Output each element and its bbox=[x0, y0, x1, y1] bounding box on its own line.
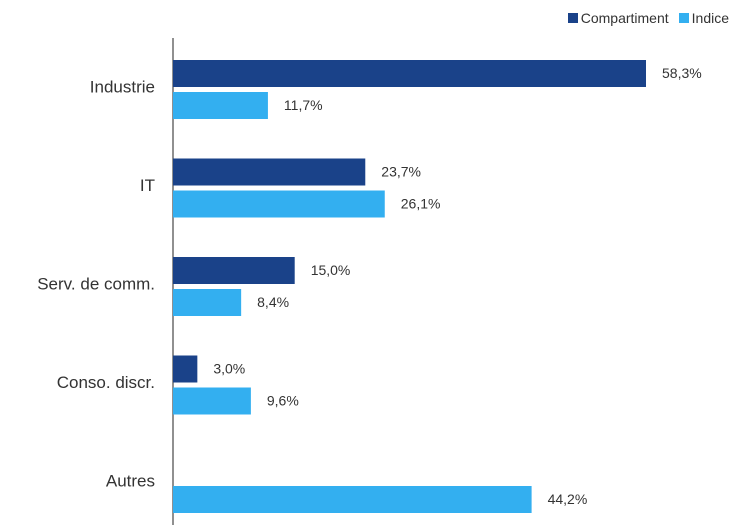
data-label: 8,4% bbox=[257, 294, 289, 310]
bar bbox=[173, 387, 251, 415]
bar bbox=[173, 486, 532, 513]
data-label: 11,7% bbox=[284, 97, 323, 113]
data-label: 44,2% bbox=[548, 491, 588, 507]
bar bbox=[173, 92, 268, 119]
bar bbox=[173, 60, 646, 87]
category-label: Industrie bbox=[90, 77, 155, 96]
legend-label-compartiment: Compartiment bbox=[580, 10, 669, 26]
category-label: Autres bbox=[106, 471, 155, 490]
legend: Compartiment Indice bbox=[567, 10, 729, 26]
bar bbox=[173, 158, 366, 186]
category-label: IT bbox=[140, 176, 155, 195]
bar bbox=[173, 289, 242, 316]
data-label: 58,3% bbox=[662, 65, 702, 81]
data-label: 9,6% bbox=[267, 393, 299, 409]
data-label: 23,7% bbox=[381, 164, 421, 180]
category-label: Conso. discr. bbox=[57, 373, 155, 392]
bar bbox=[173, 355, 198, 383]
data-label: 15,0% bbox=[311, 262, 351, 278]
category-label: Serv. de comm. bbox=[37, 274, 155, 293]
data-label: 26,1% bbox=[401, 196, 441, 212]
bar bbox=[173, 257, 295, 284]
legend-swatch-compartiment bbox=[567, 13, 578, 23]
data-label: 3,0% bbox=[213, 361, 245, 377]
legend-item-compartiment: Compartiment bbox=[567, 10, 669, 26]
legend-label-indice: Indice bbox=[691, 10, 729, 26]
legend-swatch-indice bbox=[678, 13, 689, 23]
bar bbox=[173, 190, 385, 218]
legend-item-indice: Indice bbox=[678, 10, 729, 26]
